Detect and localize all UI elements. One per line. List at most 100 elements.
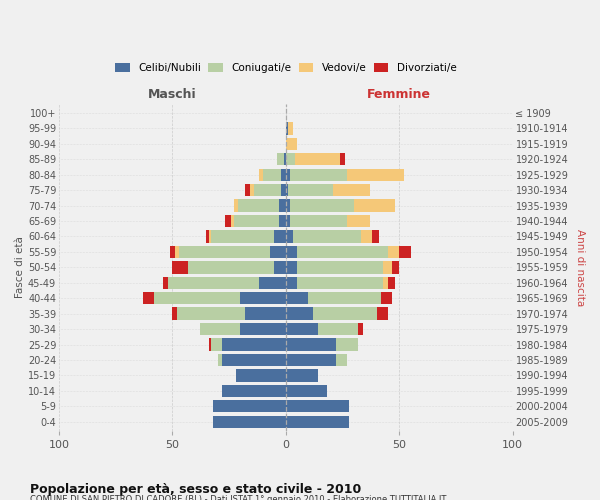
Bar (233, 215, 279, 227)
Bar (286, 308, 313, 320)
Bar (236, 369, 286, 382)
Bar (377, 308, 388, 320)
Bar (211, 338, 222, 350)
Bar (222, 338, 286, 350)
Bar (286, 354, 336, 366)
Bar (213, 416, 286, 428)
Bar (399, 246, 410, 258)
Bar (241, 323, 286, 336)
Bar (286, 400, 349, 412)
Bar (388, 246, 399, 258)
Bar (163, 276, 168, 289)
Bar (288, 122, 293, 134)
Bar (270, 246, 286, 258)
Bar (358, 323, 363, 336)
Bar (179, 246, 270, 258)
Bar (274, 261, 286, 274)
Bar (263, 168, 281, 181)
Bar (286, 200, 290, 212)
Bar (172, 308, 177, 320)
Text: Femmine: Femmine (367, 88, 431, 101)
Y-axis label: Fasce di età: Fasce di età (15, 236, 25, 298)
Bar (290, 215, 347, 227)
Bar (250, 184, 254, 196)
Bar (286, 184, 288, 196)
Legend: Celibi/Nubili, Coniugati/e, Vedovi/e, Divorziati/e: Celibi/Nubili, Coniugati/e, Vedovi/e, Di… (115, 63, 456, 74)
Bar (172, 261, 188, 274)
Bar (259, 168, 263, 181)
Bar (286, 138, 297, 150)
Bar (383, 276, 388, 289)
Bar (209, 230, 211, 242)
Bar (211, 230, 274, 242)
Bar (274, 230, 286, 242)
Bar (245, 308, 286, 320)
Bar (213, 400, 286, 412)
Bar (222, 384, 286, 397)
Bar (383, 261, 392, 274)
Bar (200, 323, 241, 336)
Text: Maschi: Maschi (148, 88, 197, 101)
Bar (392, 261, 399, 274)
Bar (290, 168, 347, 181)
Bar (224, 215, 232, 227)
Bar (297, 246, 388, 258)
Bar (168, 276, 259, 289)
Bar (388, 276, 395, 289)
Bar (286, 168, 290, 181)
Bar (297, 276, 383, 289)
Bar (206, 230, 209, 242)
Text: COMUNE DI SAN PIETRO DI CADORE (BL) - Dati ISTAT 1° gennaio 2010 - Elaborazione : COMUNE DI SAN PIETRO DI CADORE (BL) - Da… (30, 495, 446, 500)
Bar (336, 354, 347, 366)
Bar (245, 184, 250, 196)
Bar (381, 292, 392, 304)
Bar (336, 338, 358, 350)
Bar (143, 292, 154, 304)
Bar (286, 338, 336, 350)
Bar (288, 184, 334, 196)
Bar (209, 338, 211, 350)
Bar (170, 246, 175, 258)
Bar (238, 200, 279, 212)
Bar (281, 168, 286, 181)
Bar (154, 292, 241, 304)
Bar (281, 184, 286, 196)
Bar (317, 323, 358, 336)
Bar (286, 122, 288, 134)
Bar (284, 153, 286, 166)
Bar (279, 215, 286, 227)
Bar (218, 354, 222, 366)
Bar (188, 261, 274, 274)
Bar (313, 308, 377, 320)
Bar (177, 308, 245, 320)
Bar (286, 323, 317, 336)
Bar (286, 416, 349, 428)
Bar (297, 261, 383, 274)
Bar (175, 246, 179, 258)
Bar (286, 384, 326, 397)
Bar (241, 292, 286, 304)
Bar (286, 215, 290, 227)
Bar (347, 215, 370, 227)
Bar (286, 292, 308, 304)
Bar (277, 153, 284, 166)
Bar (286, 261, 297, 274)
Bar (286, 230, 293, 242)
Bar (372, 230, 379, 242)
Bar (254, 184, 281, 196)
Bar (279, 200, 286, 212)
Y-axis label: Anni di nascita: Anni di nascita (575, 228, 585, 306)
Bar (222, 354, 286, 366)
Bar (293, 230, 361, 242)
Bar (295, 153, 340, 166)
Bar (334, 184, 370, 196)
Text: Popolazione per età, sesso e stato civile - 2010: Popolazione per età, sesso e stato civil… (30, 482, 361, 496)
Bar (286, 369, 317, 382)
Bar (290, 200, 354, 212)
Bar (354, 200, 395, 212)
Bar (233, 200, 238, 212)
Bar (340, 153, 345, 166)
Bar (308, 292, 381, 304)
Bar (286, 153, 295, 166)
Bar (347, 168, 404, 181)
